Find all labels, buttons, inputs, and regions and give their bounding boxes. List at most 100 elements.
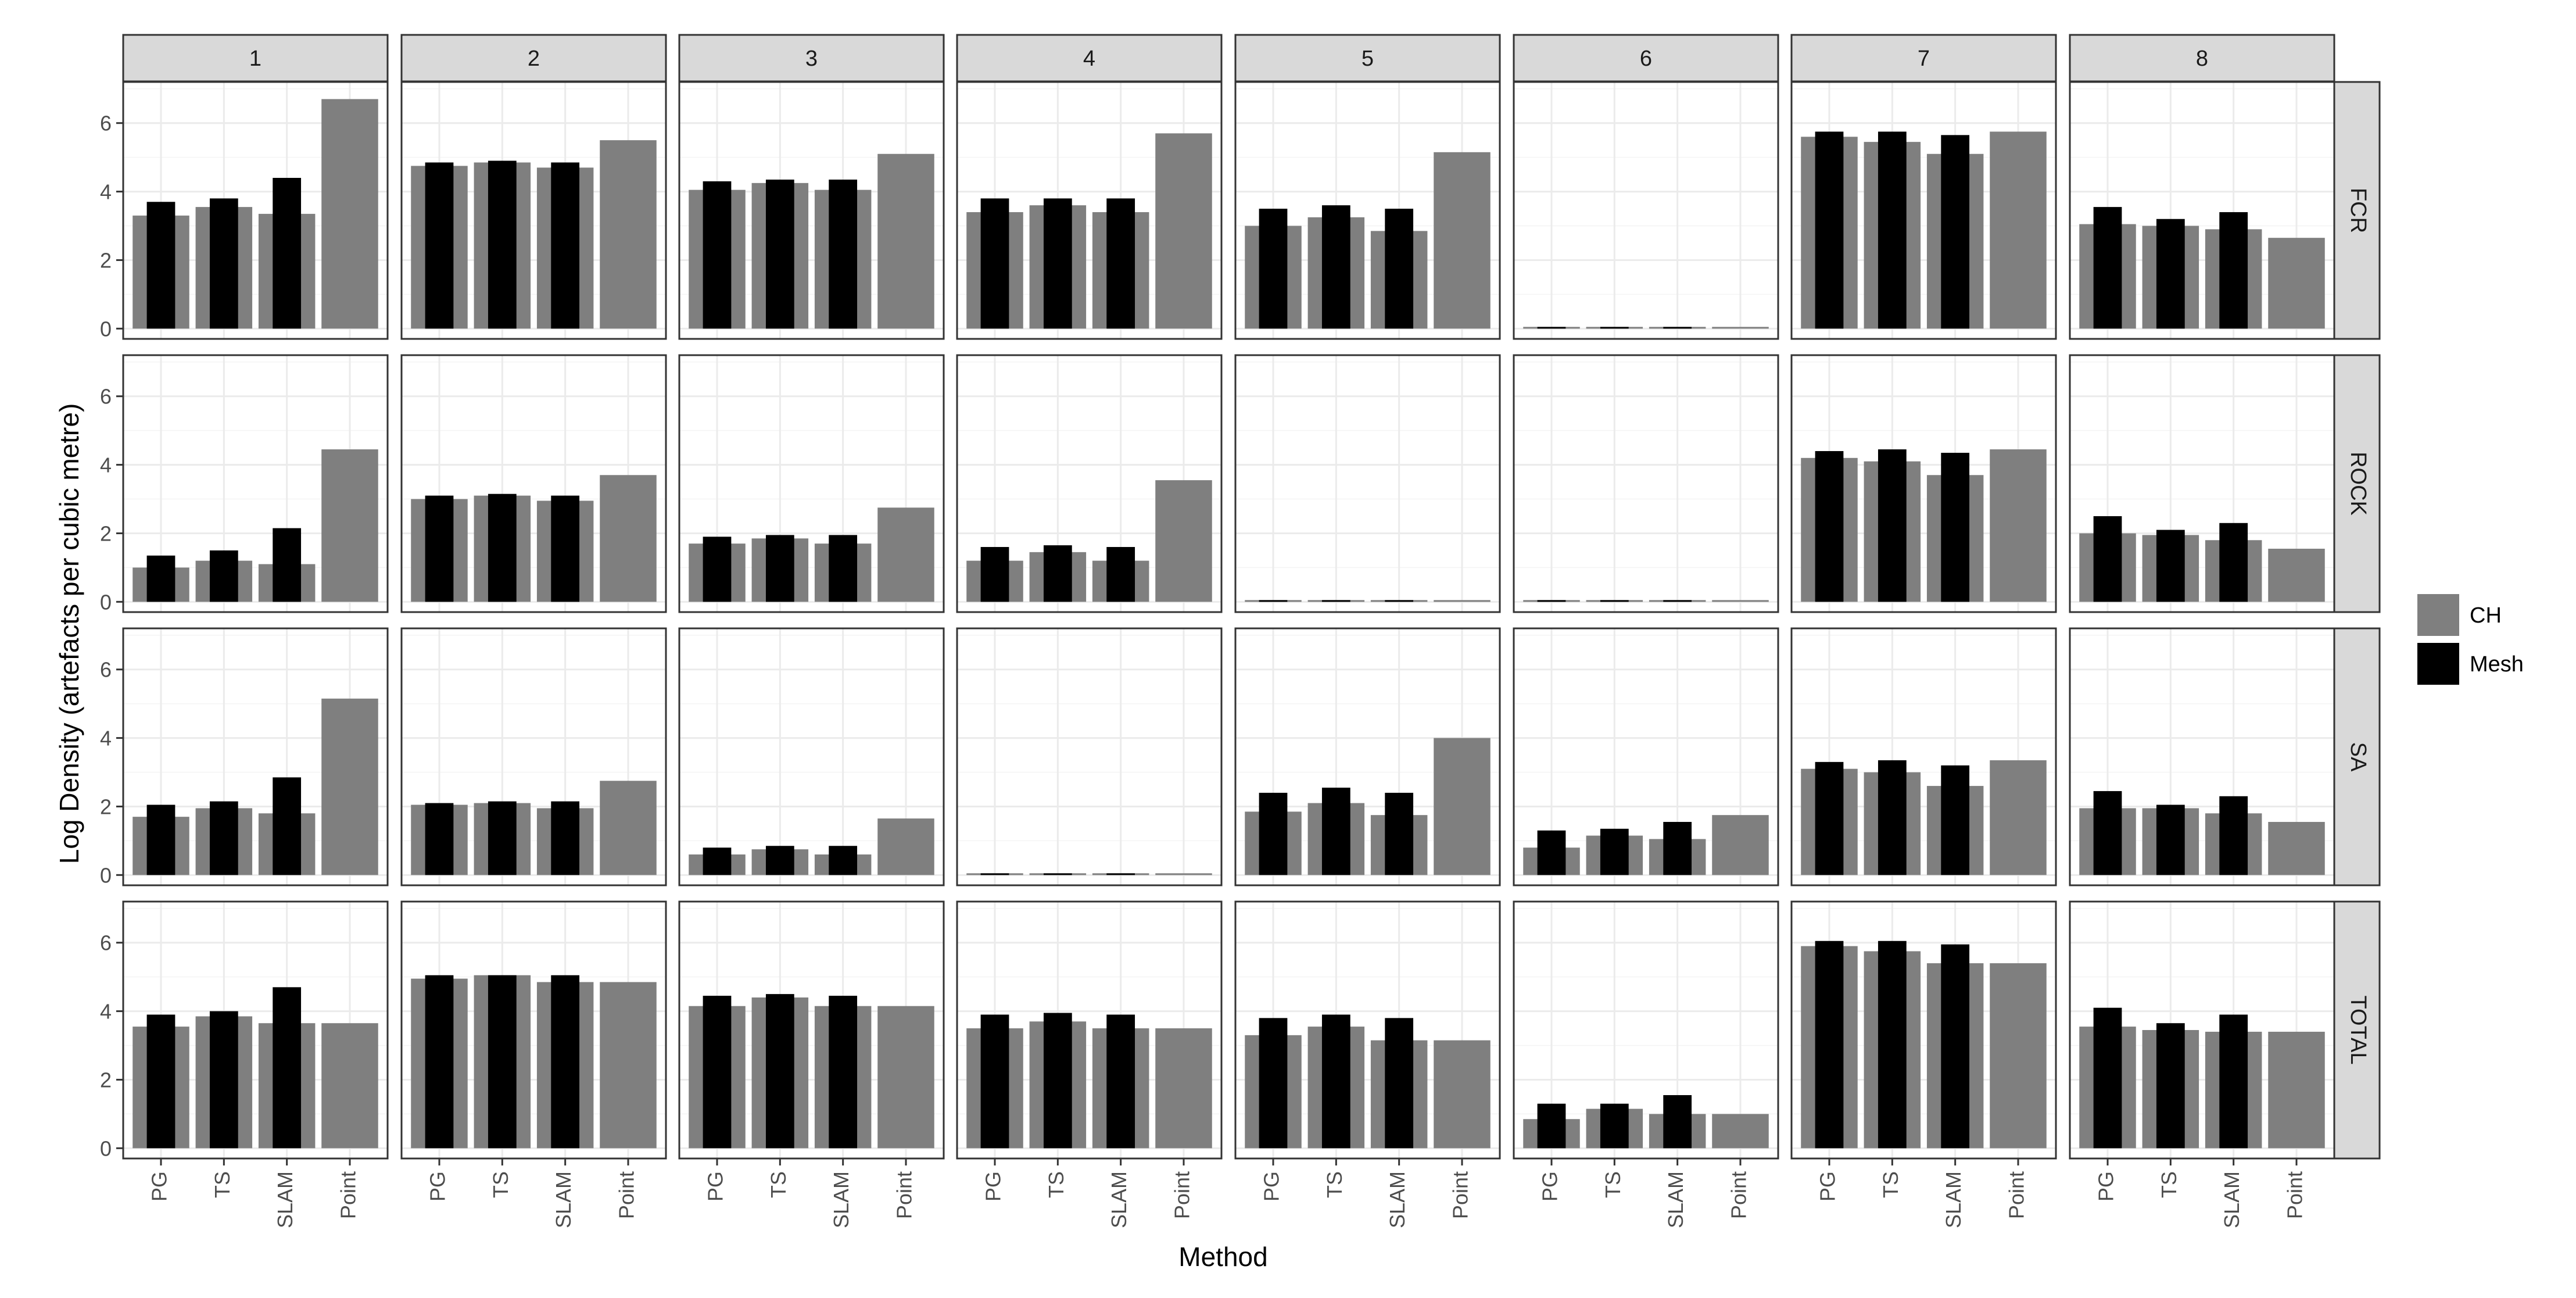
bar-mesh-ts <box>2156 804 2185 875</box>
legend-key-mesh <box>2417 643 2459 685</box>
x-tick-label-slam: SLAM <box>2220 1171 2244 1228</box>
panel-border <box>2069 81 2335 340</box>
panel-border <box>956 81 1223 340</box>
panel-border <box>122 900 389 1160</box>
x-tick-label-ts: TS <box>1879 1171 1903 1198</box>
bar-ch-point <box>877 818 934 875</box>
panel-border <box>400 900 667 1160</box>
x-tick-label-slam: SLAM <box>1941 1171 1965 1228</box>
x-tick-label-point: Point <box>893 1171 916 1219</box>
panel-rock-3 <box>678 354 945 613</box>
bar-mesh-pg <box>2093 207 2122 329</box>
panel-border <box>1513 81 1779 340</box>
panel-sa-6 <box>1513 627 1779 886</box>
y-tick-label: 0 <box>100 590 112 614</box>
y-tick-label: 6 <box>100 931 112 955</box>
panel-border <box>678 627 945 886</box>
panel-fcr-7 <box>1790 81 2057 340</box>
row-strip-label-sa: SA <box>2346 742 2370 772</box>
panel-total-1 <box>122 900 389 1160</box>
bar-mesh-ts <box>1600 327 1629 329</box>
panel-border <box>1234 900 1501 1160</box>
panel-sa-3 <box>678 627 945 886</box>
panel-background <box>1235 355 1500 612</box>
x-tick-label-ts: TS <box>210 1171 234 1198</box>
column-strip-6 <box>1513 34 1779 83</box>
panel-fcr-2 <box>400 81 667 340</box>
bar-mesh-ts <box>1878 941 1907 1149</box>
row-strip-label-fcr: FCR <box>2346 188 2370 233</box>
panel-total-6 <box>1513 900 1779 1160</box>
bar-ch-point <box>1155 480 1212 602</box>
bar-mesh-ts <box>209 801 238 875</box>
y-tick-label: 2 <box>100 795 112 818</box>
bar-mesh-pg <box>703 537 732 602</box>
bar-ch-point <box>877 153 934 329</box>
bar-mesh-slam <box>1385 209 1414 329</box>
column-strip-label-8: 8 <box>2196 47 2208 71</box>
column-strip-label-7: 7 <box>1918 47 1930 71</box>
bar-ch-point <box>2268 548 2325 602</box>
bar-mesh-pg <box>146 804 175 875</box>
x-tick-label-pg: PG <box>1260 1171 1284 1202</box>
bar-mesh-pg <box>703 996 732 1149</box>
bar-mesh-ts <box>488 975 517 1149</box>
bar-mesh-ts <box>209 1011 238 1149</box>
y-tick-label: 0 <box>100 317 112 341</box>
bar-ch-point <box>1990 760 2047 875</box>
bar-ch-point <box>321 1023 378 1149</box>
x-axis-title: Method <box>1178 1242 1267 1272</box>
bar-ch-point <box>1990 449 2047 602</box>
bar-ch-point <box>600 140 657 329</box>
column-strip-label-1: 1 <box>249 47 261 71</box>
bar-ch-point <box>1712 815 1769 875</box>
bar-mesh-slam <box>273 987 302 1149</box>
bar-mesh-pg <box>703 848 732 875</box>
panel-border <box>1790 627 2057 886</box>
bar-mesh-slam <box>1106 1014 1135 1149</box>
axes-layer: 0 2 4 6 0 2 4 6 0 2 4 6 0 2 4 6 PG TS SLAM Point PG TS SLAM Poi… <box>100 112 2307 1228</box>
bar-ch-point <box>600 982 657 1149</box>
panel-border <box>2069 627 2335 886</box>
bar-ch-point <box>1155 133 1212 329</box>
y-tick-label: 0 <box>100 863 112 887</box>
panel-sa-4 <box>956 627 1223 886</box>
panel-border <box>122 354 389 613</box>
bar-mesh-slam <box>273 178 302 329</box>
x-tick-label-ts: TS <box>2157 1171 2181 1198</box>
legend: CH Mesh <box>2417 594 2524 685</box>
row-strip-sa <box>2333 627 2381 886</box>
bar-mesh-pg <box>2093 791 2122 875</box>
panel-border <box>956 627 1223 886</box>
x-tick-label-point: Point <box>2005 1171 2029 1219</box>
panel-border <box>678 354 945 613</box>
bar-mesh-slam <box>2219 1014 2248 1149</box>
bar-ch-point <box>1712 1114 1769 1149</box>
bar-mesh-slam <box>1663 600 1692 602</box>
bar-ch-point <box>1434 1040 1491 1149</box>
panel-border <box>1513 900 1779 1160</box>
x-tick-label-ts: TS <box>1323 1171 1346 1198</box>
x-tick-label-point: Point <box>1170 1171 1194 1219</box>
x-tick-label-ts: TS <box>1601 1171 1625 1198</box>
bar-mesh-ts <box>209 550 238 602</box>
bar-mesh-ts <box>765 179 794 329</box>
bar-mesh-pg <box>1815 941 1844 1149</box>
y-tick-label: 2 <box>100 521 112 545</box>
panel-border <box>1790 900 2057 1160</box>
panel-border <box>2069 354 2335 613</box>
bar-mesh-slam <box>551 495 580 602</box>
bar-mesh-ts <box>1878 131 1907 329</box>
bar-ch-point <box>1434 600 1491 602</box>
panel-fcr-3 <box>678 81 945 340</box>
bar-mesh-slam <box>1106 547 1135 602</box>
bar-mesh-pg <box>146 555 175 602</box>
bar-mesh-ts <box>1878 760 1907 875</box>
panel-total-7 <box>1790 900 2057 1160</box>
bar-mesh-pg <box>1537 327 1566 329</box>
x-tick-label-ts: TS <box>1044 1171 1068 1198</box>
panel-border <box>1234 627 1501 886</box>
bar-mesh-slam <box>1106 198 1135 329</box>
panel-sa-2 <box>400 627 667 886</box>
x-tick-label-pg: PG <box>981 1171 1005 1202</box>
